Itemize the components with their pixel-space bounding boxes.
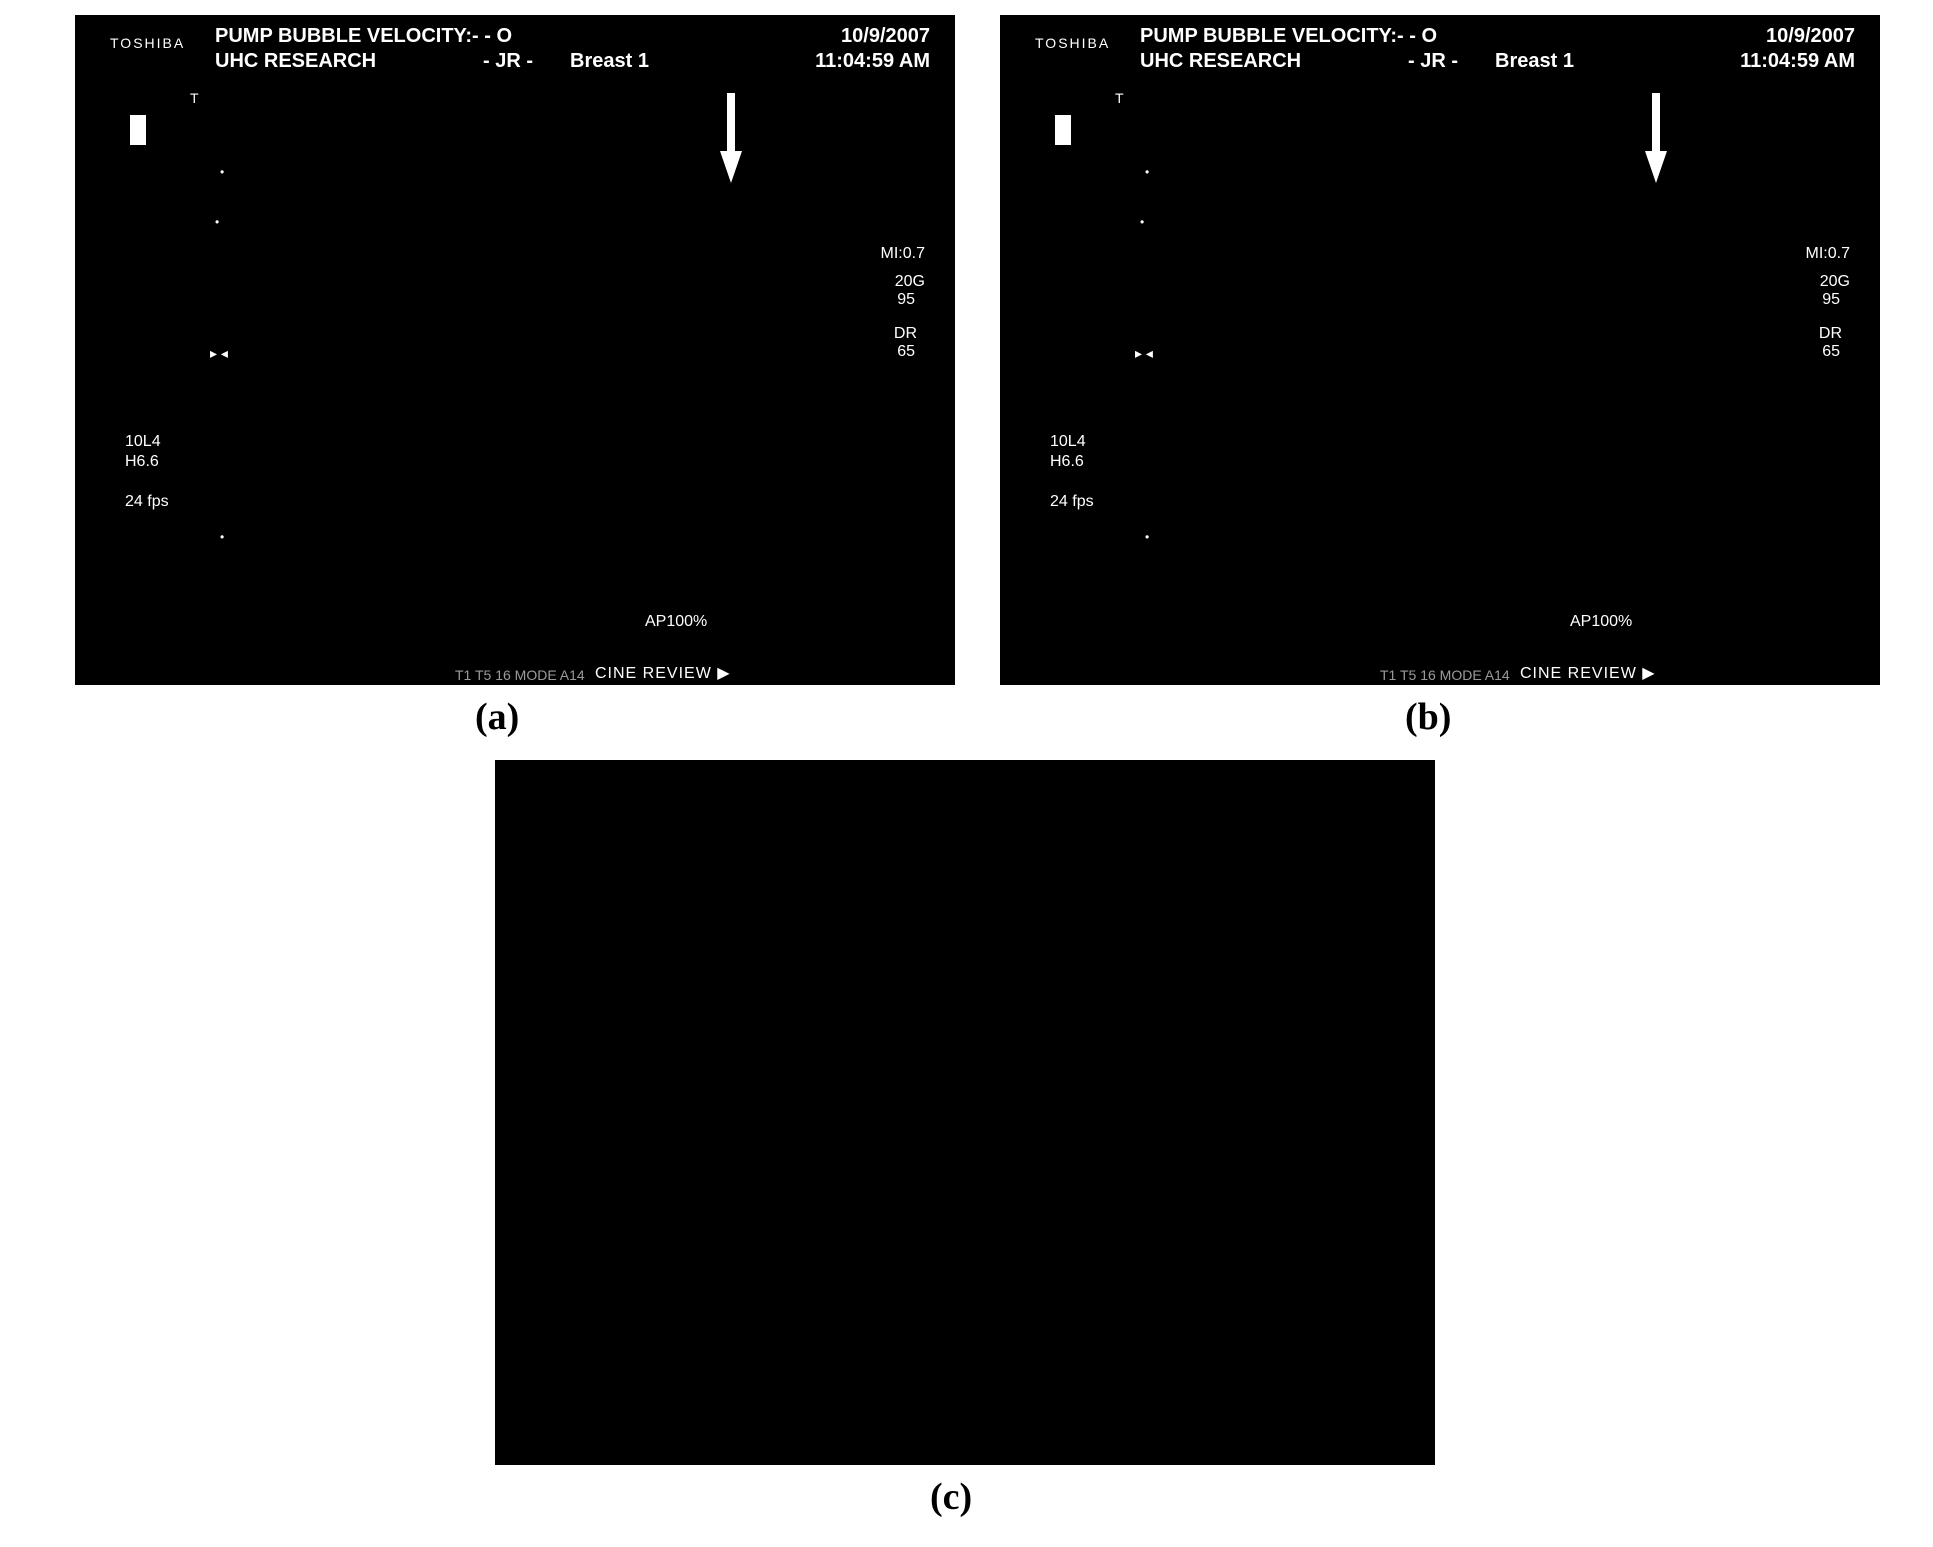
depth-indicator-block [1055,115,1071,145]
jr-label: - JR - [483,50,533,73]
fps-label: 24 fps [125,493,169,511]
probe-label: 10L4 [1050,433,1086,451]
dr-label: DR [894,325,917,343]
preset-label: Breast 1 [1495,50,1574,73]
ap100-label: AP100% [645,613,707,631]
gain-label: 20G [895,273,925,291]
jr-label: - JR - [1408,50,1458,73]
title-line1: PUMP BUBBLE VELOCITY:- - O [1140,25,1437,48]
ultrasound-panel-a: TOSHIBA PUMP BUBBLE VELOCITY:- - O UHC R… [75,15,955,685]
scale-dot: • [220,530,224,544]
fps-label: 24 fps [1050,493,1094,511]
scale-arrows-pair: ▸ ◂ [1135,345,1153,362]
cine-pre-label: T1 T5 16 MODE A14 [455,667,585,683]
scale-dot: • [1145,530,1149,544]
harmonic-label: H6.6 [125,453,159,471]
scale-t-marker: T [1115,90,1124,106]
metric-65: 65 [1822,343,1840,361]
harmonic-label: H6.6 [1050,453,1084,471]
date-label: 10/9/2007 [1766,25,1855,48]
time-label: 11:04:59 AM [815,50,930,73]
mi-label: MI:0.7 [1806,245,1850,263]
time-label: 11:04:59 AM [1740,50,1855,73]
dr-label: DR [1819,325,1842,343]
scale-t-marker: T [190,90,199,106]
scale-dot: • [1140,215,1144,229]
caption-b: (b) [1405,695,1451,739]
title-line2: UHC RESEARCH [1140,50,1301,73]
cine-review-label: CINE REVIEW ▶ [595,663,731,683]
cine-review-label: CINE REVIEW ▶ [1520,663,1656,683]
figure-container: TOSHIBA PUMP BUBBLE VELOCITY:- - O UHC R… [0,0,1933,1547]
mi-label: MI:0.7 [881,245,925,263]
brand-label: TOSHIBA [1035,35,1110,51]
brand-label: TOSHIBA [110,35,185,51]
scale-dot: • [220,165,224,179]
scale-dot: • [1145,165,1149,179]
annotation-arrow-icon [1645,93,1667,183]
preset-label: Breast 1 [570,50,649,73]
metric-65: 65 [897,343,915,361]
title-line2: UHC RESEARCH [215,50,376,73]
scale-dot: • [215,215,219,229]
caption-a: (a) [475,695,519,739]
caption-c: (c) [930,1475,972,1519]
metric-95: 95 [897,291,915,309]
scale-arrows-pair: ▸ ◂ [210,345,228,362]
depth-indicator-block [130,115,146,145]
date-label: 10/9/2007 [841,25,930,48]
title-line1: PUMP BUBBLE VELOCITY:- - O [215,25,512,48]
ap100-label: AP100% [1570,613,1632,631]
annotation-arrow-icon [720,93,742,183]
probe-label: 10L4 [125,433,161,451]
metric-95: 95 [1822,291,1840,309]
gain-label: 20G [1820,273,1850,291]
cine-pre-label: T1 T5 16 MODE A14 [1380,667,1510,683]
ultrasound-panel-c [495,760,1435,1465]
ultrasound-panel-b: TOSHIBA PUMP BUBBLE VELOCITY:- - O UHC R… [1000,15,1880,685]
